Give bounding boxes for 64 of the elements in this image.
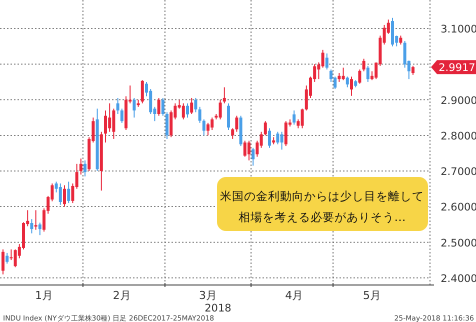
candlestick: [218, 99, 222, 120]
candlestick: [206, 122, 210, 136]
x-tick-label: 5月: [363, 289, 381, 302]
candlestick: [222, 86, 226, 104]
candlestick: [292, 110, 296, 126]
candlestick: [202, 118, 206, 136]
candlestick: [58, 182, 62, 206]
candlestick: [157, 97, 160, 116]
candlestick: [342, 67, 345, 81]
x-tick-label: 3月: [199, 289, 217, 302]
candlestick: [198, 106, 202, 124]
candlestick: [2, 248, 4, 275]
candlestick: [30, 218, 34, 234]
candlestick: [300, 108, 304, 129]
annotation: 相場を考える必要がありそう…: [238, 210, 406, 224]
candlestick: [346, 76, 349, 88]
candlestick: [67, 181, 70, 204]
candlestick: [280, 131, 284, 150]
candlestick: [14, 248, 17, 268]
candlestick: [321, 49, 324, 68]
candlestick: [325, 52, 328, 70]
candlestick: [284, 120, 288, 147]
candlestick: [362, 58, 366, 72]
candlestick: [366, 65, 370, 82]
annotation: 米国の金利動向からは少し目を離して: [220, 189, 424, 203]
candlestick: [170, 110, 173, 138]
candlestick: [243, 140, 246, 158]
candlestick: [166, 112, 168, 140]
candlestick: [190, 97, 194, 114]
candlestick: [248, 140, 250, 161]
candlestick: [34, 210, 38, 230]
x-axis-title: 2018: [204, 302, 232, 314]
candlestick: [38, 222, 42, 236]
candlestick: [120, 108, 124, 124]
candlestick: [350, 76, 353, 96]
candlestick: [235, 115, 238, 132]
candlestick: [264, 120, 267, 136]
candlestick: [231, 128, 234, 140]
candlestick: [391, 17, 394, 47]
candlestick: [112, 108, 116, 140]
candlestick: [403, 40, 406, 68]
candlestick: [79, 158, 82, 176]
candlestick: [182, 102, 185, 120]
candlestick: [108, 102, 112, 132]
candlestick: [186, 102, 189, 118]
candlestick: [276, 131, 280, 145]
candlestick: [268, 128, 271, 148]
candlestick: [161, 97, 164, 116]
candlestick: [6, 252, 9, 264]
text: 2.9917: [438, 62, 476, 74]
x-tick-label: 4月: [285, 289, 304, 302]
candlestick: [63, 184, 66, 208]
candlestick: [252, 147, 255, 166]
x-tick-label: 1月: [35, 289, 53, 302]
candlestick: [194, 97, 198, 113]
candlestick: [140, 80, 144, 104]
candlestick: [116, 97, 120, 114]
candlestick: [358, 68, 362, 84]
candlestick: [132, 97, 136, 118]
candlestick: [84, 160, 86, 177]
candlestick: [210, 117, 214, 131]
candlestick: [227, 102, 230, 131]
x-tick-label: 2月: [112, 289, 131, 302]
candlestick: [104, 110, 107, 143]
